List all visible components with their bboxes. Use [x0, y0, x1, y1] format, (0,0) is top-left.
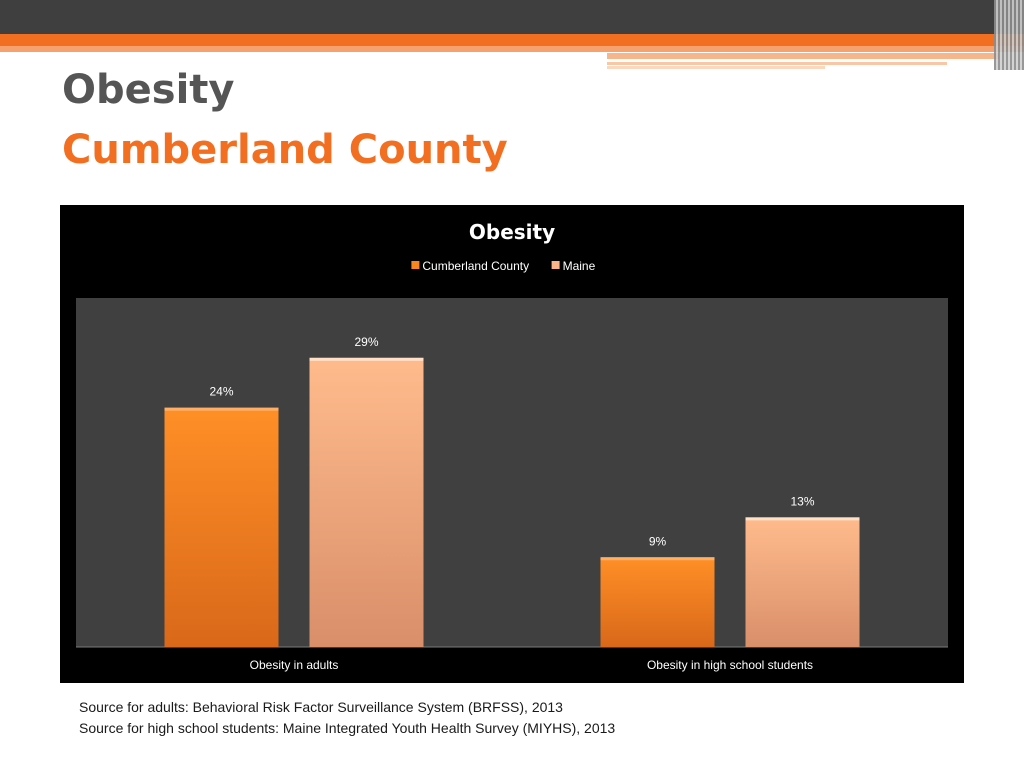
bar-highlight: [164, 407, 279, 411]
data-label: 9%: [649, 534, 667, 548]
accent-band-lower: [0, 46, 1024, 52]
chart-legend: Cumberland County Maine: [411, 259, 596, 273]
slide-subtitle: Cumberland County: [62, 127, 508, 173]
header-band: [0, 0, 1024, 34]
chart-panel: Obesity Cumberland County Maine 24% 29% 9% 1…: [60, 205, 964, 683]
bar-maine-1: [745, 517, 860, 647]
legend-label: Maine: [563, 259, 596, 273]
legend-label: Cumberland County: [422, 259, 529, 273]
x-tick-label: Obesity in adults: [250, 658, 339, 672]
x-tick-labels: Obesity in adults Obesity in high school …: [250, 658, 813, 672]
data-labels: 24% 29% 9% 13%: [209, 335, 814, 548]
slide-title: Obesity: [62, 67, 235, 113]
decorative-stripes: [994, 0, 1024, 70]
legend-swatch: [411, 261, 420, 269]
bar-cumberland-county-0: [164, 407, 279, 647]
source-note-adults: Source for adults: Behavioral Risk Facto…: [79, 699, 563, 715]
bar-highlight: [745, 517, 860, 521]
bars: [164, 357, 860, 647]
bar-maine-0: [309, 357, 424, 647]
chart-title: Obesity: [469, 220, 555, 244]
accent-band: [0, 34, 1024, 46]
bar-cumberland-county-1: [600, 557, 715, 647]
source-note-students: Source for high school students: Maine I…: [79, 720, 616, 736]
decorative-line: [607, 62, 947, 65]
data-label: 13%: [790, 494, 814, 508]
data-label: 24%: [209, 385, 233, 399]
decorative-line: [607, 66, 825, 69]
bar-chart: Obesity Cumberland County Maine 24% 29% 9% 1…: [76, 220, 948, 672]
bar-highlight: [309, 357, 424, 361]
data-label: 29%: [354, 335, 378, 349]
legend-swatch: [551, 261, 560, 269]
decorative-line: [607, 53, 999, 59]
x-tick-label: Obesity in high school students: [647, 658, 813, 672]
bar-highlight: [600, 557, 715, 561]
